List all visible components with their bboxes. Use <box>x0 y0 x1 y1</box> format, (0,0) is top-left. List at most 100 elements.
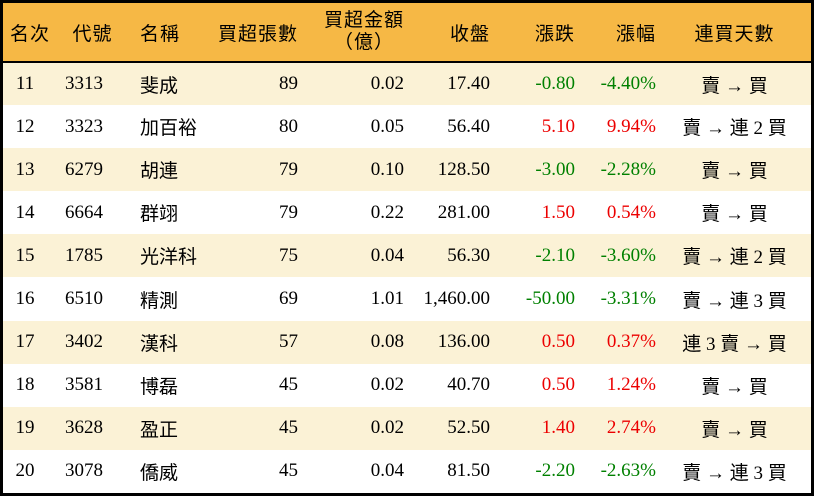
cell-close: 56.30 <box>447 244 490 266</box>
cell-code: 6664 <box>65 201 103 223</box>
cell-rank: 17 <box>15 331 35 353</box>
cell-pct: 0.54% <box>606 201 656 223</box>
cell-amount: 0.10 <box>370 158 404 180</box>
column-header-change: 漲跌 <box>498 3 583 63</box>
cell-shares: 45 <box>279 374 298 396</box>
table-row: 11 3313 斐成 89 0.02 17.40 -0.80 -4.40% 賣 … <box>3 62 811 106</box>
table-row: 14 6664 群翊 79 0.22 281.00 1.50 0.54% 賣 →… <box>3 191 811 235</box>
cell-streak: 賣 → 連 3 買 <box>682 290 787 312</box>
cell-rank: 13 <box>15 158 35 180</box>
table-row: 13 6279 胡連 79 0.10 128.50 -3.00 -2.28% 賣… <box>3 148 811 192</box>
cell-streak: 賣 → 買 <box>701 419 768 441</box>
cell-pct: 1.24% <box>606 374 656 396</box>
cell-streak: 連 3 賣 → 買 <box>682 333 787 355</box>
cell-name: 僑威 <box>140 462 179 484</box>
cell-amount: 0.02 <box>370 417 404 439</box>
cell-pct: 9.94% <box>606 115 656 137</box>
cell-rank: 15 <box>15 244 35 266</box>
cell-name: 胡連 <box>140 161 179 183</box>
cell-streak: 賣 → 買 <box>701 161 768 183</box>
cell-code: 3402 <box>65 331 103 353</box>
cell-close: 40.70 <box>447 374 490 396</box>
cell-pct: -2.63% <box>600 460 656 482</box>
cell-streak: 賣 → 連 2 買 <box>682 247 787 269</box>
cell-amount: 0.22 <box>370 201 404 223</box>
cell-name: 群翊 <box>140 204 179 226</box>
cell-close: 136.00 <box>437 331 490 353</box>
cell-code: 1785 <box>65 244 103 266</box>
cell-shares: 89 <box>279 73 298 95</box>
cell-change: 1.40 <box>541 417 575 439</box>
cell-close: 1,460.00 <box>423 288 491 310</box>
cell-pct: -3.60% <box>600 244 656 266</box>
column-header-streak: 連買天數 <box>664 3 811 63</box>
cell-code: 6279 <box>65 158 103 180</box>
table-row: 17 3402 漢科 57 0.08 136.00 0.50 0.37% 連 3… <box>3 320 811 364</box>
cell-rank: 16 <box>15 288 35 310</box>
stock-net-buy-table: 名次 代號 名稱 買超張數 買超金額 （億） 收盤 漲跌 漲幅 連買天數 11 <box>3 3 811 493</box>
column-header-shares: 買超張數 <box>215 3 306 63</box>
cell-shares: 69 <box>279 288 298 310</box>
cell-streak: 賣 → 買 <box>701 75 768 97</box>
cell-name: 斐成 <box>140 75 179 97</box>
cell-shares: 45 <box>279 460 298 482</box>
table-row: 20 3078 僑威 45 0.04 81.50 -2.20 -2.63% 賣 … <box>3 449 811 493</box>
cell-code: 3313 <box>65 73 103 95</box>
cell-code: 3628 <box>65 417 103 439</box>
cell-name: 精測 <box>140 290 179 312</box>
cell-amount: 0.02 <box>370 374 404 396</box>
cell-amount: 0.04 <box>370 244 404 266</box>
cell-amount: 0.05 <box>370 115 404 137</box>
cell-change: 0.50 <box>541 374 575 396</box>
column-header-code: 代號 <box>57 3 128 63</box>
cell-rank: 19 <box>15 417 35 439</box>
amount-header-line1: 買超金額 <box>323 9 404 31</box>
cell-name: 漢科 <box>140 333 179 355</box>
cell-shares: 79 <box>279 201 298 223</box>
cell-change: -3.00 <box>535 158 575 180</box>
cell-name: 盈正 <box>140 419 179 441</box>
cell-close: 52.50 <box>447 417 490 439</box>
cell-rank: 14 <box>15 201 35 223</box>
column-header-pct: 漲幅 <box>583 3 664 63</box>
column-header-amount: 買超金額 （億） <box>306 3 412 63</box>
cell-streak: 賣 → 連 3 買 <box>682 462 787 484</box>
table-row: 15 1785 光洋科 75 0.04 56.30 -2.10 -3.60% 賣… <box>3 234 811 278</box>
cell-close: 128.50 <box>437 158 490 180</box>
amount-header-line2: （億） <box>333 32 394 53</box>
cell-pct: 0.37% <box>606 331 656 353</box>
column-header-rank: 名次 <box>3 3 57 63</box>
header-row: 名次 代號 名稱 買超張數 買超金額 （億） 收盤 漲跌 漲幅 連買天數 <box>3 3 811 63</box>
cell-close: 81.50 <box>447 460 490 482</box>
cell-close: 56.40 <box>447 115 490 137</box>
cell-change: -2.10 <box>535 244 575 266</box>
cell-rank: 12 <box>15 115 35 137</box>
cell-shares: 79 <box>279 158 298 180</box>
cell-name: 加百裕 <box>140 118 198 140</box>
cell-name: 博磊 <box>140 376 179 398</box>
cell-code: 3323 <box>65 115 103 137</box>
cell-streak: 賣 → 買 <box>701 204 768 226</box>
cell-close: 17.40 <box>447 73 490 95</box>
cell-rank: 11 <box>15 73 35 95</box>
cell-rank: 18 <box>15 374 35 396</box>
cell-pct: -3.31% <box>600 288 656 310</box>
cell-change: 1.50 <box>541 201 575 223</box>
cell-close: 281.00 <box>437 201 490 223</box>
cell-shares: 45 <box>279 417 298 439</box>
column-header-close: 收盤 <box>412 3 498 63</box>
cell-pct: -2.28% <box>600 158 656 180</box>
cell-shares: 75 <box>279 244 298 266</box>
table-row: 16 6510 精測 69 1.01 1,460.00 -50.00 -3.31… <box>3 277 811 321</box>
cell-change: 0.50 <box>541 331 575 353</box>
cell-rank: 20 <box>15 460 35 482</box>
table-row: 19 3628 盈正 45 0.02 52.50 1.40 2.74% 賣 → … <box>3 406 811 450</box>
cell-amount: 0.08 <box>370 331 404 353</box>
column-header-name: 名稱 <box>128 3 215 63</box>
cell-change: -2.20 <box>535 460 575 482</box>
cell-code: 3078 <box>65 460 103 482</box>
cell-amount: 0.02 <box>370 73 404 95</box>
cell-change: -50.00 <box>525 288 575 310</box>
cell-shares: 80 <box>279 115 298 137</box>
